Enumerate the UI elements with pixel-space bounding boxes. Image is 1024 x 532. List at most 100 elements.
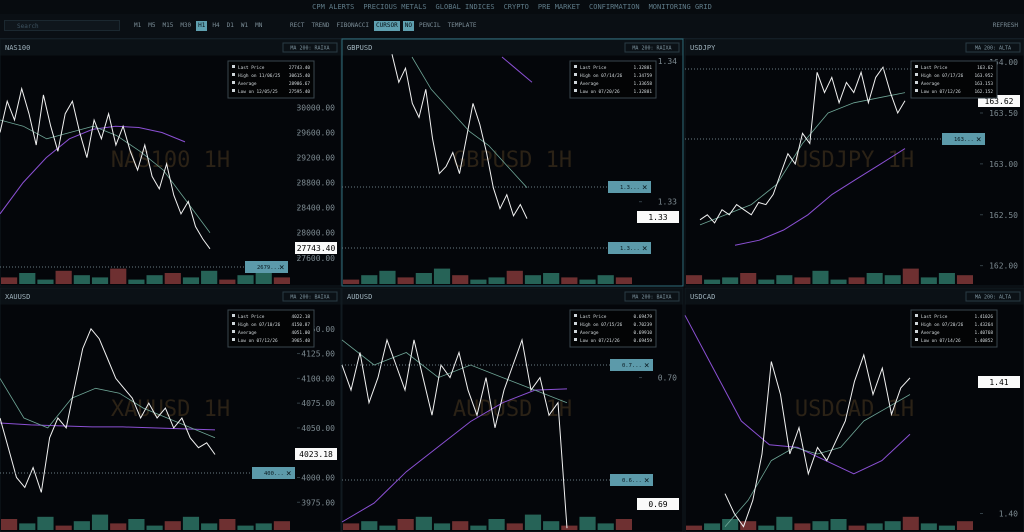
nav-link[interactable]: PRECIOUS METALS xyxy=(363,3,427,11)
volume-bar xyxy=(110,523,127,530)
chart-panel: USDJPY MA 200: ALTA USDJPY 1H 164.00 163.50 1… xyxy=(684,38,1024,287)
alert-close[interactable]: × xyxy=(286,469,291,479)
volume-bar xyxy=(146,275,163,284)
ma-slow-line xyxy=(684,315,911,475)
alert-box[interactable] xyxy=(610,359,653,371)
stats-icon xyxy=(915,65,918,68)
tool-button[interactable]: CURSOR xyxy=(374,21,400,31)
stats-label: Average xyxy=(238,330,257,336)
stats-box xyxy=(569,60,657,99)
stats-value: 163.153 xyxy=(974,81,993,87)
volume-bar xyxy=(902,516,919,530)
timeframe-button[interactable]: D1 xyxy=(226,22,234,29)
timeframe-button[interactable]: H1 xyxy=(196,21,208,31)
stats-icon xyxy=(915,81,918,84)
y-tick-label: 4150.00 xyxy=(301,325,335,334)
nav-link[interactable]: CRYPTO xyxy=(503,3,529,11)
timeframe-button[interactable]: H4 xyxy=(212,22,220,29)
alert-box[interactable] xyxy=(608,242,651,254)
volume-bar xyxy=(415,516,432,530)
volume-bar xyxy=(343,279,360,284)
volume-bar xyxy=(452,521,469,530)
volume-bar xyxy=(379,270,396,284)
volume-bar xyxy=(201,270,218,284)
nav-link[interactable]: CONFIRMATION xyxy=(589,3,640,11)
ma-label: MA 200: ALTA xyxy=(975,46,1011,52)
stats-box xyxy=(569,309,657,348)
timeframe-button[interactable]: M15 xyxy=(162,22,174,29)
alert-close[interactable]: × xyxy=(642,183,647,193)
y-tick-label: 163.50 xyxy=(989,109,1018,118)
alert-close[interactable]: × xyxy=(644,361,649,371)
current-price-box xyxy=(637,498,679,510)
alert-box[interactable] xyxy=(608,181,651,193)
nav-link[interactable]: PRE MARKET xyxy=(537,3,581,11)
volume-bar xyxy=(237,525,254,530)
stats-label: Average xyxy=(921,81,940,87)
stats-value: 28986.67 xyxy=(289,81,311,87)
timeframe-button[interactable]: W1 xyxy=(240,22,249,29)
volume-bar xyxy=(506,523,523,530)
stats-label: High on 07/14/26 xyxy=(580,73,623,79)
watermark: NAS100 1H xyxy=(111,148,230,173)
panel-header xyxy=(342,288,683,305)
volume-bar xyxy=(866,523,883,530)
search-box[interactable]: Search xyxy=(4,20,120,31)
volume-bar xyxy=(55,525,72,530)
volume-bar xyxy=(615,519,632,530)
alert-close[interactable]: × xyxy=(642,244,647,254)
volume-bar xyxy=(543,521,560,530)
alert-close[interactable]: × xyxy=(644,476,649,486)
y-tick-label: 0.70 xyxy=(658,374,677,383)
ma-badge xyxy=(282,291,338,302)
stats-value: 4022.18 xyxy=(291,314,310,320)
alert-box[interactable] xyxy=(245,261,288,273)
timeframe-button[interactable]: MN xyxy=(255,22,263,29)
volume-bar xyxy=(740,521,757,530)
volume-bar xyxy=(686,275,703,284)
refresh-button[interactable]: REFRESH xyxy=(992,22,1018,29)
volume-bar xyxy=(433,523,451,530)
panel-title: NAS100 xyxy=(5,44,30,52)
volume-bar xyxy=(812,270,829,284)
current-price-label: 4023.18 xyxy=(299,450,333,459)
nav-link[interactable]: GLOBAL INDICES xyxy=(435,3,495,11)
y-tick-label: 30000.00 xyxy=(296,103,335,112)
timeframe-button[interactable]: M5 xyxy=(148,22,156,29)
alert-box[interactable] xyxy=(610,474,653,486)
stats-value: 162.152 xyxy=(974,89,993,95)
stats-box xyxy=(227,309,315,348)
tool-button[interactable]: TREND xyxy=(311,22,330,29)
chart-panel: USDCAD MA 200: ALTA USDCAD 1H 1.40 1.41 Last … xyxy=(684,287,1024,532)
timeframe-button[interactable]: M30 xyxy=(180,22,192,29)
alert-box[interactable] xyxy=(252,467,295,479)
volume-bar xyxy=(255,523,272,530)
ma-badge xyxy=(965,291,1021,302)
tool-button[interactable]: TEMPLATE xyxy=(447,22,477,29)
volume-bar xyxy=(110,268,127,284)
tool-button[interactable]: NO xyxy=(402,21,414,31)
alert-close[interactable]: × xyxy=(279,263,284,273)
stats-label: High on 07/20/26 xyxy=(921,322,964,328)
stats-value: 1.41026 xyxy=(974,314,993,320)
ma-label: MA 200: BAIXA xyxy=(290,295,329,301)
alert-close[interactable]: × xyxy=(976,135,981,145)
stats-value: 1.33658 xyxy=(633,81,652,87)
ma-slow-line xyxy=(501,56,533,83)
volume-bar xyxy=(361,521,378,530)
tool-button[interactable]: RECT xyxy=(290,22,305,29)
tool-button[interactable]: FIBONACCI xyxy=(336,22,370,29)
chart-panel: GBPUSD MA 200: RAIXA GBPUSD 1H 1.34 1.33 1.3.… xyxy=(341,38,684,287)
nav-link[interactable]: CPM ALERTS xyxy=(312,3,355,11)
tool-button[interactable]: PENCIL xyxy=(418,22,441,29)
timeframe-button[interactable]: M1 xyxy=(134,22,142,29)
stats-value: 0.69910 xyxy=(633,330,652,336)
nav-link[interactable]: MONITORING GRID xyxy=(648,3,712,11)
alert-box[interactable] xyxy=(942,133,985,145)
ma-fast-line xyxy=(341,339,568,404)
volume-bar xyxy=(543,273,560,284)
stats-label: Average xyxy=(921,330,940,336)
volume-bar xyxy=(956,521,973,530)
